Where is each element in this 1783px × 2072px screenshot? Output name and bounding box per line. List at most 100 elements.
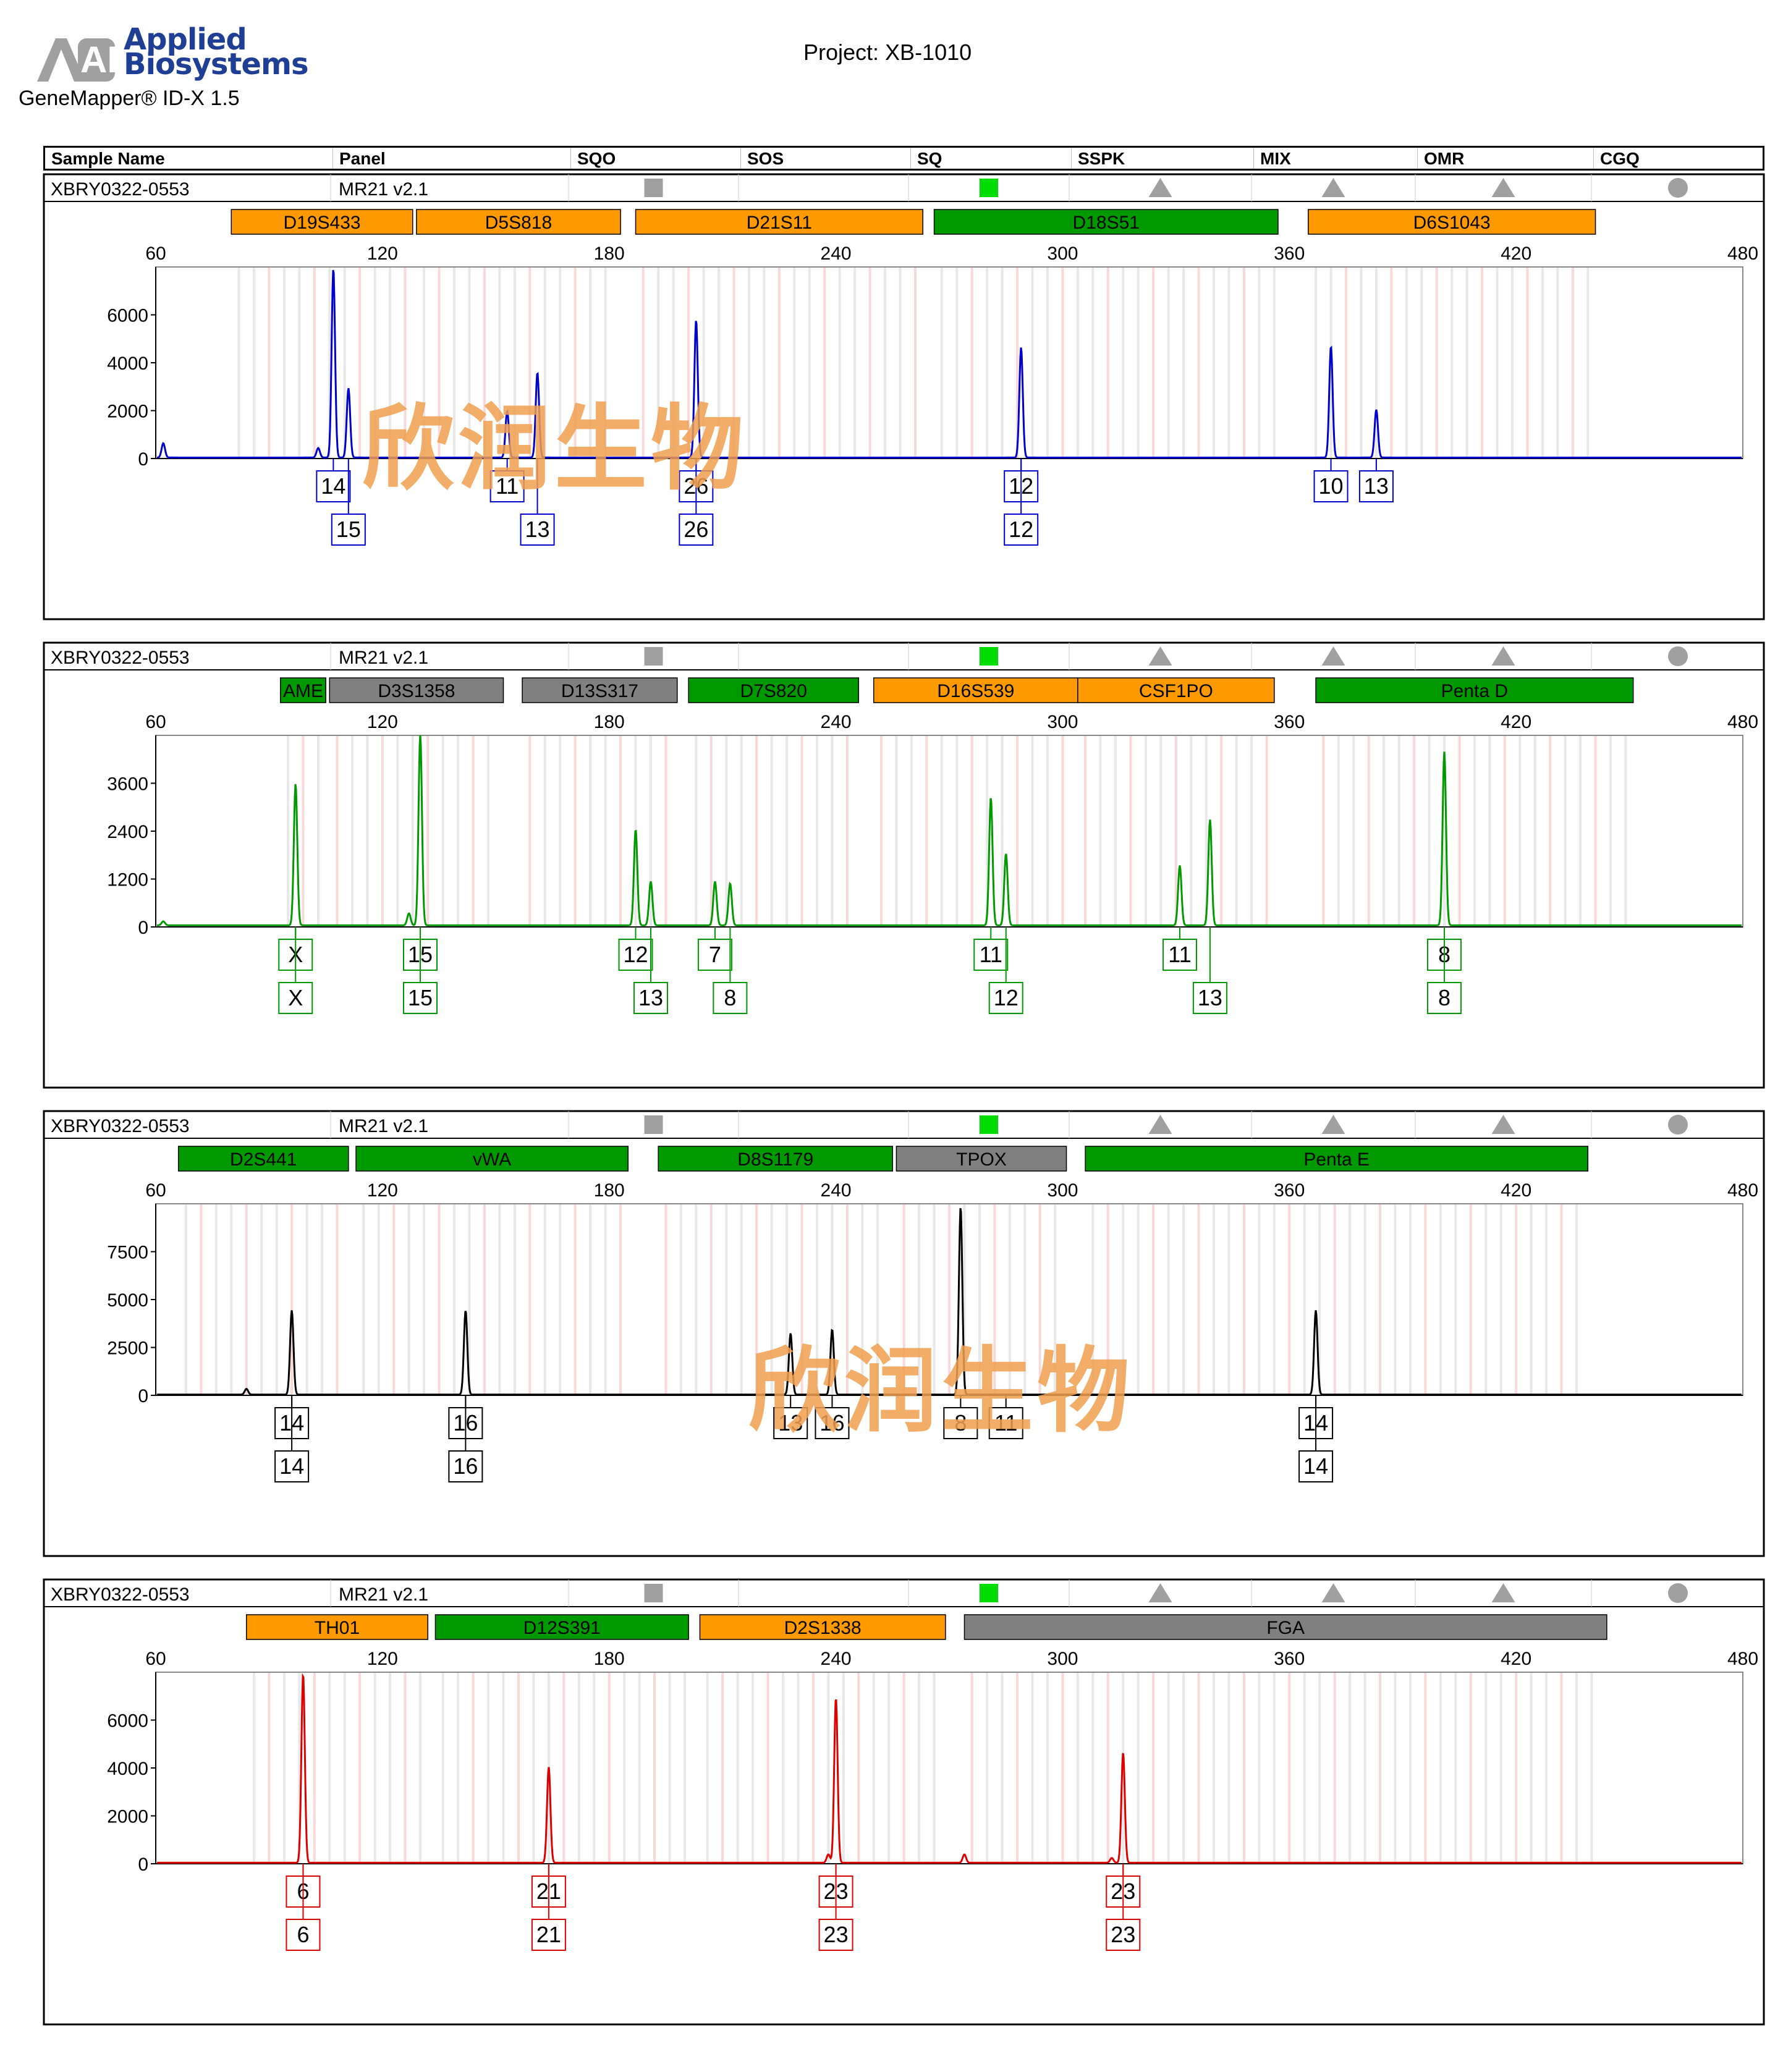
column-header-sqo[interactable]: SQO [570,148,740,169]
column-header-mix[interactable]: MIX [1253,148,1417,169]
marker-bar[interactable] [699,1614,946,1640]
marker-bar[interactable] [688,677,860,703]
quality-flag-triangle-icon[interactable] [1491,1583,1515,1602]
quality-flag-pass-icon[interactable] [980,179,998,197]
y-tick-label: 6000 [107,306,148,326]
marker-bar[interactable] [933,209,1279,235]
allele-call-box[interactable] [489,470,525,502]
marker-label: D12S391 [523,1618,601,1638]
allele-call-box[interactable] [815,1407,850,1439]
quality-flag-triangle-icon[interactable] [1148,1583,1172,1602]
allele-call-box[interactable] [1358,470,1394,502]
allele-call-box[interactable] [633,982,668,1014]
allele-call-box[interactable] [973,939,1009,971]
quality-flag-square-icon[interactable] [644,179,663,197]
quality-flag-triangle-icon[interactable] [1321,1115,1345,1134]
allele-call-box[interactable] [679,514,714,546]
allele-call-label: 16 [820,1410,844,1436]
allele-call-box[interactable] [943,1407,978,1439]
marker-bar[interactable] [416,209,621,235]
allele-call-box[interactable] [1426,982,1462,1014]
quality-flag-triangle-icon[interactable] [1148,1115,1172,1134]
allele-call-label: 12 [1009,517,1033,542]
x-tick-label: 420 [1501,1180,1531,1201]
quality-flag-triangle-icon[interactable] [1148,178,1172,197]
allele-call-box[interactable] [278,982,313,1014]
marker-bar[interactable] [1315,677,1634,703]
y-tick-label: 0 [138,1386,148,1406]
x-tick-label: 60 [145,1649,166,1669]
quality-flag-triangle-icon[interactable] [1491,646,1515,666]
quality-flag-circle-icon[interactable] [1668,178,1688,198]
marker-bar[interactable] [873,677,1078,703]
marker-bar[interactable] [231,209,413,235]
allele-call-box[interactable] [1313,470,1349,502]
quality-flag-pass-icon[interactable] [980,1115,998,1134]
allele-call-box[interactable] [1298,1450,1334,1482]
marker-bar[interactable] [635,209,923,235]
applied-biosystems-logo: AB [37,38,134,82]
allele-call-box[interactable] [1004,514,1039,546]
allele-call-box[interactable] [274,1450,310,1482]
column-header-sspk[interactable]: SSPK [1071,148,1253,169]
quality-flag-circle-icon[interactable] [1668,1115,1688,1135]
allele-call-box[interactable] [286,1919,321,1951]
quality-flag-triangle-icon[interactable] [1321,178,1345,197]
allele-call-box[interactable] [1192,982,1227,1014]
quality-flag-circle-icon[interactable] [1668,1583,1688,1603]
marker-bar[interactable] [434,1614,689,1640]
quality-flag-triangle-icon[interactable] [1321,646,1345,666]
allele-call-label: 13 [778,1410,803,1436]
marker-bar[interactable] [1077,677,1275,703]
quality-flag-pass-icon[interactable] [980,1584,998,1602]
allele-call-box[interactable] [713,982,748,1014]
column-header-sq[interactable]: SQ [910,148,1071,169]
marker-label: D8S1179 [737,1149,813,1170]
marker-bar[interactable] [355,1146,629,1172]
quality-flag-triangle-icon[interactable] [1491,178,1515,197]
quality-flag-circle-icon[interactable] [1668,646,1688,666]
allele-call-box[interactable] [818,1919,853,1951]
x-tick-label: 60 [145,1180,166,1201]
allele-call-box[interactable] [773,1407,808,1439]
column-header-sample-name[interactable]: Sample Name [51,149,165,168]
allele-call-box[interactable] [531,1919,566,1951]
quality-flag-square-icon[interactable] [644,1115,663,1134]
marker-bar[interactable] [1308,209,1596,235]
quality-flag-triangle-icon[interactable] [1321,1583,1345,1602]
allele-call-box[interactable] [988,982,1023,1014]
allele-call-box[interactable] [988,1407,1023,1439]
allele-call-label: 15 [408,985,433,1010]
marker-bar[interactable] [1085,1146,1589,1172]
allele-call-box[interactable] [331,514,366,546]
marker-bar[interactable] [177,1146,349,1172]
allele-call-box[interactable] [520,514,555,546]
quality-flag-square-icon[interactable] [644,647,663,666]
quality-flag-triangle-icon[interactable] [1148,646,1172,666]
marker-bar[interactable] [280,677,326,703]
quality-flag-pass-icon[interactable] [980,647,998,666]
allele-call-box[interactable] [1162,939,1197,971]
allele-call-box[interactable] [448,1450,483,1482]
allele-call-box[interactable] [1106,1919,1141,1951]
marker-bar[interactable] [963,1614,1607,1640]
marker-label: D16S539 [937,681,1014,701]
column-header-omr[interactable]: OMR [1417,148,1593,169]
sample-name: XBRY0322-0553 [51,1116,190,1136]
allele-call-box[interactable] [403,982,438,1014]
marker-bar[interactable] [329,677,504,703]
quality-flag-triangle-icon[interactable] [1491,1115,1515,1134]
column-header-sos[interactable]: SOS [740,148,910,169]
x-tick-label: 120 [367,1180,398,1201]
quality-flag-square-icon[interactable] [644,1584,663,1602]
marker-bar[interactable] [245,1614,428,1640]
allele-call-box[interactable] [618,939,653,971]
marker-bar[interactable] [658,1146,894,1172]
marker-bar[interactable] [896,1146,1067,1172]
allele-call-box[interactable] [316,470,351,502]
x-tick-label: 120 [367,1649,398,1669]
allele-call-box[interactable] [697,939,732,971]
column-header-panel[interactable]: Panel [332,148,570,169]
marker-bar[interactable] [522,677,678,703]
column-header-cgq[interactable]: CGQ [1593,148,1766,169]
